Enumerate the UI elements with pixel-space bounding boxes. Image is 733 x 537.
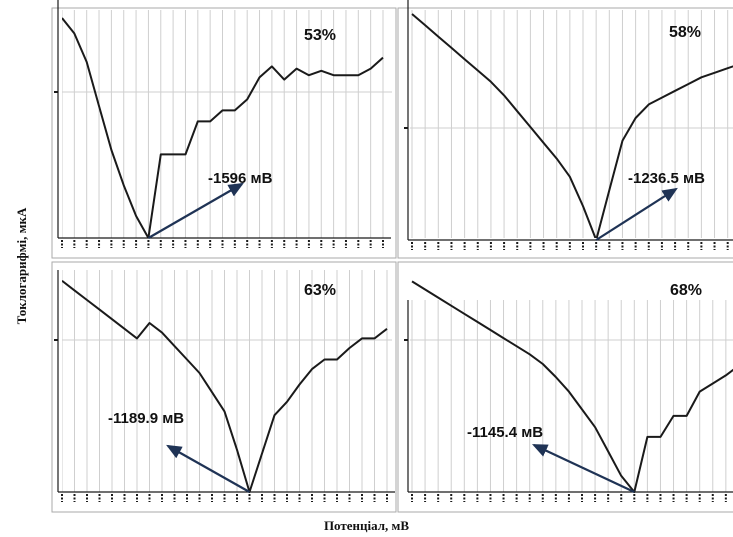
minimum-arrow [532,444,635,493]
panel-58: 58% -1236.5 мВ [404,0,733,250]
series-line [411,280,733,493]
panel-frame-53 [51,7,397,259]
minimum-potential-label: -1145.4 мВ [467,424,543,441]
percent-label: 63% [304,282,336,299]
minimum-potential-label: -1189.9 мВ [108,410,184,427]
y-axis-label: Токлогарифмі, мкА [14,207,29,325]
x-axis-label: Потенціал, мВ [323,518,410,533]
minimum-potential-label: -1236.5 мВ [628,170,705,187]
panel-68: 68% -1145.4 мВ [404,280,733,502]
grid-lines [411,300,727,492]
minimum-potential-label: -1596 мВ [208,170,273,187]
series-line [62,280,388,493]
panel-53: 53% -1596 мВ [54,0,392,248]
percent-label: 53% [304,27,336,44]
minimum-arrow [147,182,244,239]
series-line [411,13,733,238]
grid-lines [62,10,384,238]
panel-63: 63% -1189.9 мВ [54,270,395,502]
percent-label: 68% [670,282,702,299]
minimum-arrow [595,187,678,241]
percent-label: 58% [669,24,701,41]
grid-lines [411,10,729,238]
minimum-arrow [166,444,251,493]
series-line [62,17,384,238]
